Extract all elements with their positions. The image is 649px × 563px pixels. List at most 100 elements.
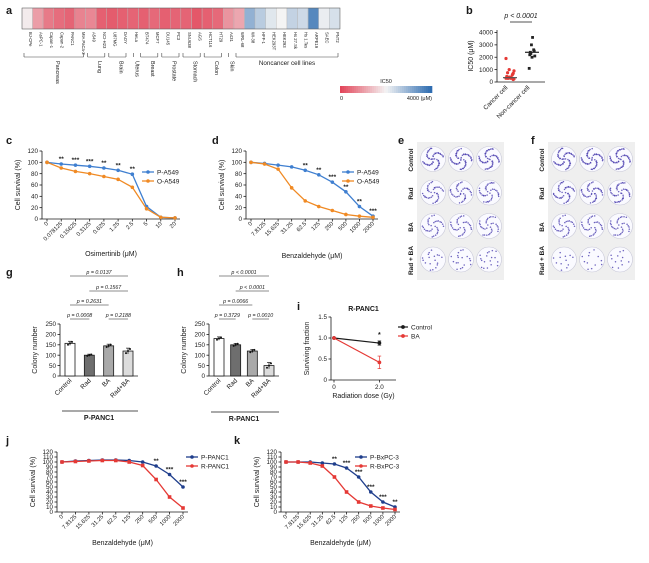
colony-dot — [564, 221, 566, 224]
significance-star: *** — [179, 479, 187, 486]
colony-dot — [478, 187, 481, 190]
colony-dot — [479, 254, 481, 257]
heatmap-cell — [212, 7, 224, 30]
culture-well — [420, 179, 446, 206]
colony-dot — [613, 234, 615, 236]
colony-dot — [563, 158, 565, 160]
colony-dot — [458, 162, 461, 164]
colony-dot — [595, 163, 598, 166]
colony-dot — [450, 225, 453, 227]
x-tick-label: 1000 — [372, 514, 385, 527]
colony-dot — [624, 188, 626, 191]
colony-dot — [583, 194, 585, 197]
colony-dot — [461, 201, 463, 203]
cell-line-label: HFF-1 — [261, 32, 266, 45]
colony-dot — [426, 187, 429, 190]
colony-dot — [492, 162, 494, 164]
data-point — [284, 460, 288, 464]
colony-dot — [434, 234, 437, 236]
replicate-point — [249, 351, 252, 354]
data-point — [532, 49, 536, 53]
colorbar-segment — [408, 86, 411, 93]
significance-star: ** — [392, 499, 398, 506]
colony-dot — [486, 194, 488, 196]
colony-dot — [610, 159, 612, 162]
colony-dot — [583, 260, 586, 263]
colony-dot — [433, 158, 436, 160]
colorbar-segment — [352, 86, 355, 93]
colony-dot — [497, 191, 499, 194]
colony-dot — [616, 149, 619, 152]
colony-dot — [441, 154, 443, 156]
colony-dot — [422, 226, 425, 229]
colony-dot — [610, 220, 612, 222]
colony-dot — [595, 196, 598, 198]
x-tick-label: 1000 — [349, 221, 362, 234]
significance-star: ** — [316, 167, 322, 174]
significance-star: *** — [355, 469, 363, 476]
colony-dot — [620, 182, 622, 184]
colony-dot — [426, 189, 429, 192]
replicate-point — [266, 366, 268, 369]
colony-dot — [618, 183, 620, 185]
colony-dot — [616, 188, 618, 191]
colony-dot — [437, 229, 439, 232]
y-tick-label: 30 — [46, 494, 54, 501]
colony-dot — [609, 189, 612, 192]
series-line — [286, 461, 396, 511]
colony-dot — [459, 234, 461, 237]
colony-dot — [586, 189, 589, 191]
colony-dot — [495, 189, 497, 191]
legend-label: Control — [411, 324, 433, 331]
colony-dot — [470, 191, 472, 194]
significance-star: ** — [343, 184, 349, 191]
y-axis-label: Cell survival (%) — [254, 457, 261, 508]
colony-dot — [464, 165, 467, 167]
colony-dot — [582, 161, 584, 163]
colony-dot — [557, 153, 559, 156]
x-tick-label: BA — [101, 377, 113, 389]
cell-line-label: U87MG — [113, 32, 118, 46]
data-point — [167, 472, 172, 477]
colony-dot — [621, 231, 623, 234]
colony-dot — [568, 194, 570, 196]
colony-dot — [601, 191, 603, 194]
colony-dot — [584, 228, 586, 231]
colony-dot — [567, 220, 569, 222]
colony-dot — [553, 160, 555, 163]
colony-dot — [489, 155, 492, 158]
colony-dot — [428, 230, 430, 232]
colony-dot — [491, 165, 494, 167]
colony-dot — [495, 223, 497, 225]
data-point — [529, 52, 533, 55]
legend-marker — [146, 179, 150, 183]
colony-dot — [486, 161, 489, 163]
colony-dot — [592, 201, 594, 203]
cell-line-label: DU145 — [166, 32, 171, 46]
colony-dot — [559, 157, 561, 160]
x-tick-label: BA — [245, 377, 257, 389]
colony-dot — [430, 249, 433, 251]
legend-label: O-A549 — [357, 178, 380, 185]
colony-dot — [462, 249, 464, 251]
colony-dot — [561, 224, 563, 227]
colony-dot — [491, 154, 493, 157]
significance-star: ** — [116, 162, 122, 169]
heatmap-cell — [106, 7, 118, 30]
colony-dot — [432, 202, 434, 205]
y-tick-label: 0.5 — [318, 356, 327, 363]
cell-line-label: PANC1 — [70, 32, 75, 46]
legend-label: P-PANC1 — [201, 454, 229, 461]
bar — [64, 342, 76, 377]
colony-dot — [628, 193, 631, 195]
replicate-point — [69, 342, 71, 345]
colony-dot — [483, 261, 486, 263]
colony-dot — [587, 150, 590, 152]
x-tick-label: 15.625 — [75, 514, 92, 531]
heatmap-cell — [223, 7, 234, 30]
colony-dot — [456, 185, 458, 188]
colony-dot — [616, 184, 619, 186]
cell-line-label: PNT2 — [335, 32, 340, 43]
y-tick-label: 100 — [45, 352, 56, 359]
colony-dot — [559, 230, 561, 232]
